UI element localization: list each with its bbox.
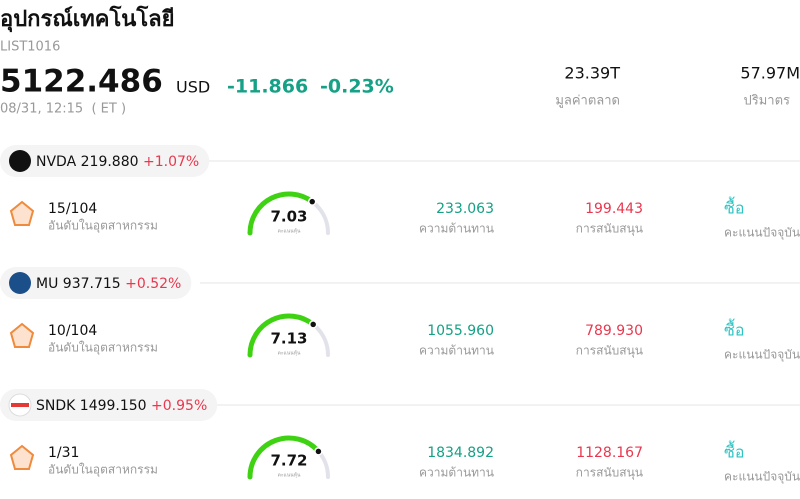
score-label: คะแนนหุ้น <box>278 472 301 479</box>
gauge-arc <box>247 313 316 358</box>
list-title: อุปกรณ์เทคโนโลยี <box>0 5 175 33</box>
stock-change: +0.52% <box>125 276 181 292</box>
market-cap: 23.39T <box>564 64 620 83</box>
stock-line: SNDK 1499.150 +0.95% <box>36 398 207 414</box>
stock-line: NVDA 219.880 +1.07% <box>36 154 199 170</box>
stock-pill[interactable] <box>0 389 218 421</box>
time: 08/31, 12:15 ( ET ) <box>0 102 126 117</box>
rank-label: อันดับในอุตสาหกรรม <box>48 463 158 478</box>
stock-pill[interactable] <box>0 267 192 299</box>
market-cap-label: มูลค่าตลาด <box>555 94 620 109</box>
volume: 57.97M <box>740 64 800 83</box>
support-label: การสนับสนุน <box>576 222 643 237</box>
stock-logo <box>9 150 31 172</box>
stock-logo-mark <box>11 403 29 407</box>
resistance-label: ความต้านทาน <box>419 344 494 358</box>
score-label: คะแนนหุ้น <box>278 228 301 235</box>
stock-ticker: SNDK <box>36 398 76 414</box>
support: 1128.167 <box>576 445 643 461</box>
support: 199.443 <box>585 201 643 217</box>
action-label: คะแนนปัจจุบัน <box>724 226 800 241</box>
support: 789.930 <box>585 323 643 339</box>
rank-icon <box>9 322 35 348</box>
rank: 15/104 <box>48 201 97 217</box>
rank-label: อันดับในอุตสาหกรรม <box>48 341 158 356</box>
gauge-arc <box>247 435 321 480</box>
stock-price: 1499.150 <box>80 398 147 414</box>
gauge-arc <box>247 191 315 236</box>
rank-label: อันดับในอุตสาหกรรม <box>48 219 158 234</box>
resistance: 1834.892 <box>427 445 494 461</box>
resistance-label: ความต้านทาน <box>419 466 494 480</box>
score: 7.13 <box>270 330 307 348</box>
gauge-dot <box>308 320 318 329</box>
stock-line: MU 937.715 +0.52% <box>36 276 181 292</box>
stock-change: +1.07% <box>143 154 199 170</box>
change-pct: -0.23% <box>320 76 394 98</box>
score: 7.03 <box>270 208 307 226</box>
score-label: คะแนนหุ้น <box>278 350 301 357</box>
rank-icon <box>9 200 35 226</box>
list-code: LIST1016 <box>0 40 60 55</box>
resistance-label: ความต้านทาน <box>419 222 494 236</box>
stock-change: +0.95% <box>151 398 207 414</box>
action[interactable]: ซื้อ <box>724 197 744 218</box>
rank: 1/31 <box>48 445 79 461</box>
stock-ticker: NVDA <box>36 154 77 170</box>
support-label: การสนับสนุน <box>576 466 643 481</box>
rank: 10/104 <box>48 323 97 339</box>
resistance: 233.063 <box>436 201 494 217</box>
gauge-dot <box>307 197 317 206</box>
stock-price: 219.880 <box>81 154 139 170</box>
stock-logo <box>9 272 31 294</box>
action-label: คะแนนปัจจุบัน <box>724 470 800 485</box>
stock-ticker: MU <box>36 276 58 292</box>
score: 7.72 <box>270 452 307 470</box>
action[interactable]: ซื้อ <box>724 319 744 340</box>
currency: USD <box>176 78 210 97</box>
price: 5122.486 <box>0 64 163 100</box>
resistance: 1055.960 <box>427 323 494 339</box>
change: -11.866 <box>227 76 308 98</box>
support-label: การสนับสนุน <box>576 344 643 359</box>
stock-pill[interactable] <box>0 145 210 177</box>
rank-icon <box>9 444 35 470</box>
action-label: คะแนนปัจจุบัน <box>724 348 800 363</box>
action[interactable]: ซื้อ <box>724 441 744 462</box>
gauge-dot <box>314 447 323 456</box>
stock-price: 937.715 <box>63 276 121 292</box>
volume-label: ปริมาตร <box>743 94 790 109</box>
